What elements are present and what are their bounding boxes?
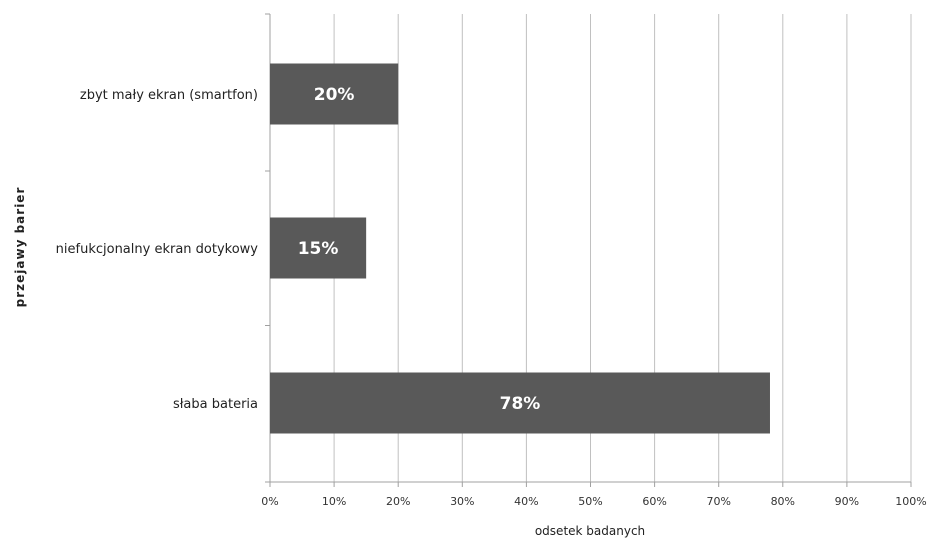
x-tick-label: 40% [514,495,538,508]
y-axis-title: przejawy barier [13,187,27,308]
bar [270,217,367,279]
x-tick-label: 90% [835,495,859,508]
bars: 20% 15% 78% [270,63,770,434]
x-tick-label: 30% [450,495,474,508]
bar-value-label: 20% [314,85,355,105]
x-tick-label: 50% [578,495,602,508]
x-axis-title: odsetek badanych [535,524,645,538]
category-label: niefukcjonalny ekran dotykowy [56,242,259,257]
x-tick-label: 100% [895,495,926,508]
bar-value-label: 78% [500,394,541,414]
x-tick-labels: 0% 10% 20% 30% 40% 50% 60% 70% 80% 90% 100% [261,495,926,508]
x-tick-label: 80% [771,495,795,508]
bar [270,63,399,125]
category-label: słaba bateria [173,397,258,412]
bar-value-label: 15% [298,239,339,259]
x-tick-label: 70% [706,495,730,508]
category-labels: zbyt mały ekran (smartfon) niefukcjonalny… [56,88,259,412]
x-tick-label: 60% [642,495,666,508]
x-tick-label: 0% [261,495,278,508]
category-label: zbyt mały ekran (smartfon) [80,88,258,103]
bar [270,372,770,434]
x-tick-label: 10% [322,495,346,508]
x-tick-label: 20% [386,495,410,508]
